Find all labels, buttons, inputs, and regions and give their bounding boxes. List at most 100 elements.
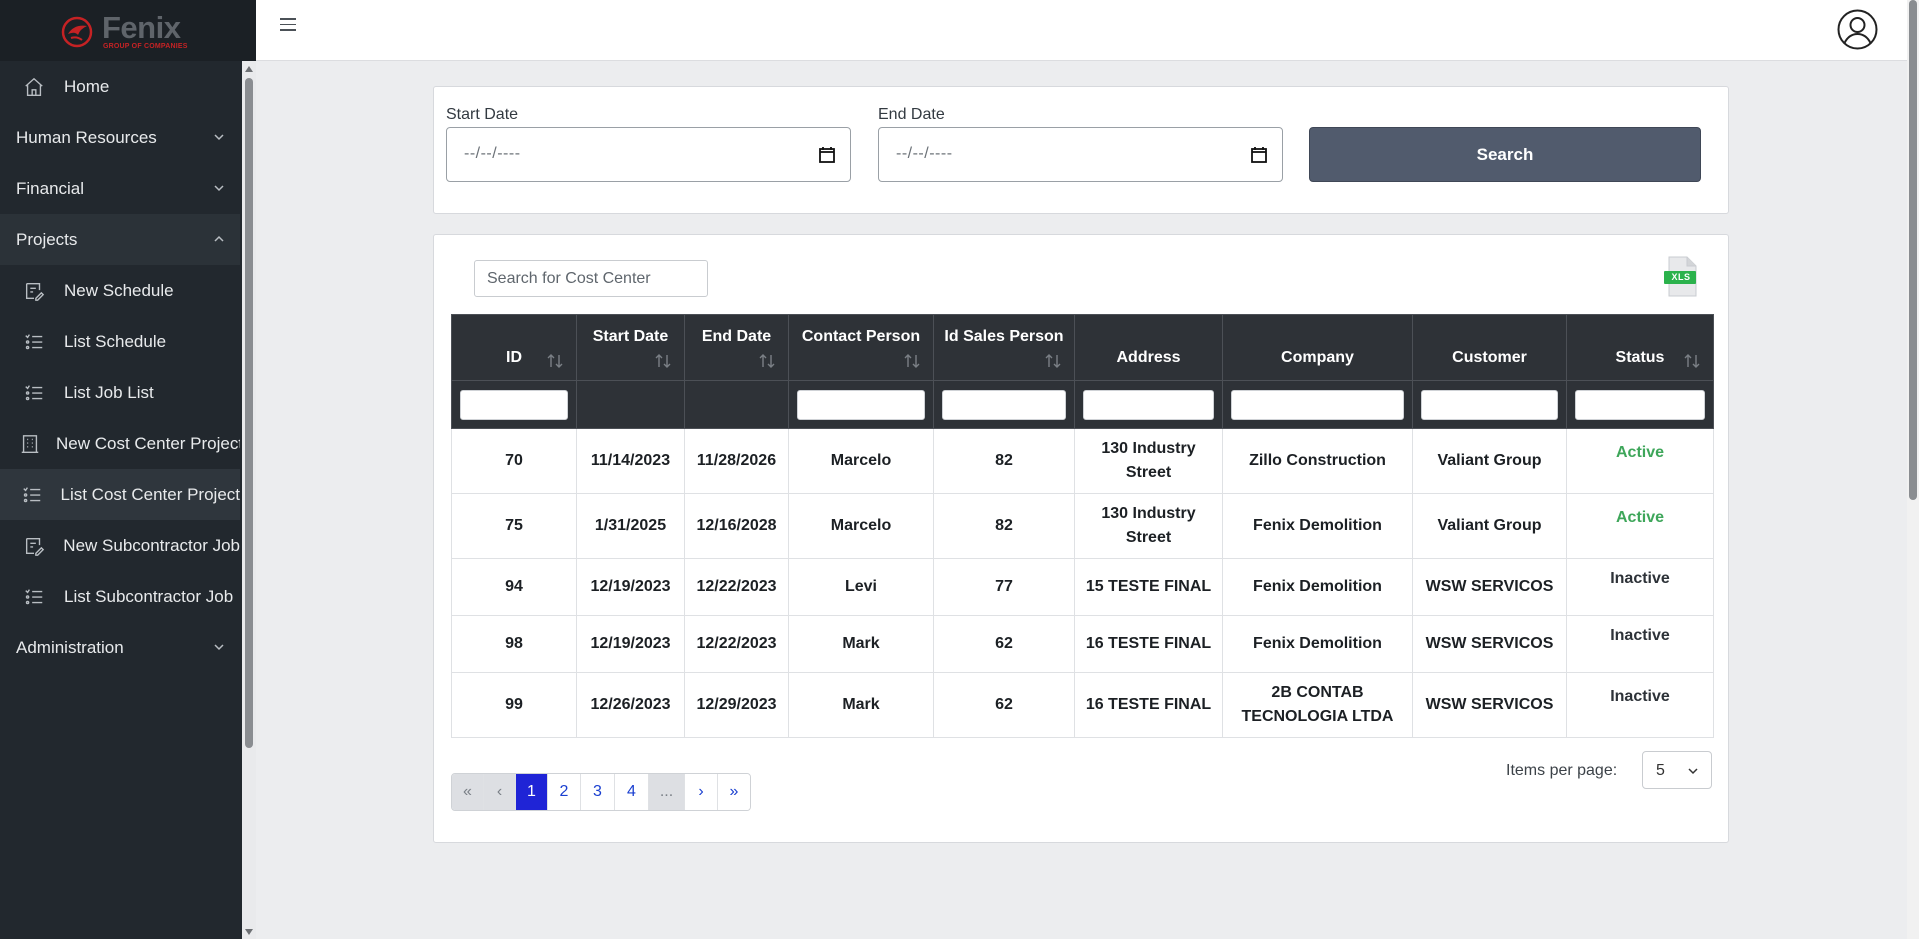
cell-end-date: 12/29/2023 <box>684 672 789 738</box>
sidebar-item-list-schedule[interactable]: List Schedule <box>0 316 240 367</box>
id-filter-input[interactable] <box>460 389 568 420</box>
table-row[interactable]: 98 12/19/2023 12/22/2023 Mark 62 16 TEST… <box>451 615 1714 673</box>
column-header-start-date[interactable]: Start Date <box>576 314 685 381</box>
xls-export-icon[interactable]: XLS <box>1663 256 1699 298</box>
list-icon <box>19 330 49 354</box>
sidebar-item-label: Financial <box>16 178 85 198</box>
page-4-button[interactable]: 4 <box>615 774 649 810</box>
user-account-icon[interactable] <box>1837 9 1878 50</box>
header-label: Contact Person <box>801 327 921 345</box>
sort-icon[interactable] <box>758 352 776 370</box>
column-header-id-sales-person[interactable]: Id Sales Person <box>933 314 1075 381</box>
cell-end-date: 12/16/2028 <box>684 493 789 559</box>
column-header-end-date[interactable]: End Date <box>684 314 789 381</box>
scroll-down-arrow-icon[interactable] <box>245 929 253 935</box>
column-header-customer[interactable]: Customer <box>1412 314 1567 381</box>
filter-cell <box>576 380 685 429</box>
status-badge: Active <box>1615 444 1665 461</box>
column-header-company[interactable]: Company <box>1222 314 1413 381</box>
sidebar-item-list-cost-center-project[interactable]: List Cost Center Project <box>0 469 240 520</box>
company-filter-input[interactable] <box>1231 389 1404 420</box>
next-page-button[interactable]: › <box>685 774 718 810</box>
sidebar-item-list-job-list[interactable]: List Job List <box>0 367 240 418</box>
sidebar-menu: Home Human Resources Financial Projects … <box>0 61 240 939</box>
last-page-button[interactable]: » <box>718 774 750 810</box>
sidebar-item-label: List Job List <box>64 382 154 402</box>
sidebar-item-financial[interactable]: Financial <box>0 163 240 214</box>
cell-company: Fenix Demolition <box>1222 558 1413 616</box>
cell-id-sales-person: 62 <box>933 672 1075 738</box>
table-row[interactable]: 75 1/31/2025 12/16/2028 Marcelo 82 130 I… <box>451 493 1714 559</box>
status-badge: Inactive <box>1610 570 1670 587</box>
header-label: ID <box>506 348 522 366</box>
contact-person-filter-input[interactable] <box>797 389 925 420</box>
cell-end-date: 12/22/2023 <box>684 558 789 616</box>
cell-customer: Valiant Group <box>1412 428 1567 494</box>
sidebar-item-label: Administration <box>16 637 124 657</box>
cell-address: 16 TESTE FINAL <box>1074 615 1223 673</box>
calendar-icon[interactable] <box>1250 146 1268 164</box>
cell-company: Fenix Demolition <box>1222 493 1413 559</box>
cell-start-date: 12/19/2023 <box>576 558 685 616</box>
status-filter-input[interactable] <box>1575 389 1705 420</box>
sidebar-scroll-thumb[interactable] <box>245 78 253 748</box>
brand-name: Fenix <box>102 9 181 45</box>
page-scrollbar[interactable] <box>1907 0 1919 939</box>
cell-address: 16 TESTE FINAL <box>1074 672 1223 738</box>
sidebar-item-projects[interactable]: Projects <box>0 214 240 265</box>
id-sales-person-filter-input[interactable] <box>942 389 1066 420</box>
search-button[interactable]: Search <box>1309 127 1701 182</box>
list-icon <box>19 381 49 405</box>
sidebar-item-new-cost-center-project[interactable]: New Cost Center Project <box>0 418 240 469</box>
header-label: End Date <box>701 327 772 345</box>
sort-icon[interactable] <box>1683 352 1701 370</box>
table-row[interactable]: 70 11/14/2023 11/28/2026 Marcelo 82 130 … <box>451 428 1714 494</box>
column-header-address[interactable]: Address <box>1074 314 1223 381</box>
chevron-down-icon <box>214 644 224 651</box>
cell-id: 70 <box>451 428 577 494</box>
list-icon <box>19 483 45 507</box>
column-header-status[interactable]: Status <box>1566 314 1714 381</box>
sidebar-item-new-schedule[interactable]: New Schedule <box>0 265 240 316</box>
cost-center-search-input[interactable]: Search for Cost Center <box>474 260 708 297</box>
sidebar-item-administration[interactable]: Administration <box>0 622 240 673</box>
header-label: Id Sales Person <box>944 327 1064 345</box>
cell-contact-person: Mark <box>788 672 934 738</box>
customer-filter-input[interactable] <box>1421 389 1558 420</box>
table-row[interactable]: 99 12/26/2023 12/29/2023 Mark 62 16 TEST… <box>451 672 1714 738</box>
page-3-button[interactable]: 3 <box>581 774 615 810</box>
sidebar-item-new-subcontractor-job[interactable]: New Subcontractor Job <box>0 520 240 571</box>
hamburger-menu-icon[interactable] <box>280 18 296 34</box>
prev-page-button[interactable]: ‹ <box>484 774 516 810</box>
sidebar-item-list-subcontractor-job[interactable]: List Subcontractor Job <box>0 571 240 622</box>
ellipsis: ... <box>649 774 685 810</box>
company-logo[interactable]: Fenix GROUP OF COMPANIES <box>58 10 198 52</box>
sort-icon[interactable] <box>903 352 921 370</box>
sort-icon[interactable] <box>546 352 564 370</box>
cell-customer: WSW SERVICOS <box>1412 615 1567 673</box>
address-filter-input[interactable] <box>1083 389 1214 420</box>
cell-contact-person: Marcelo <box>788 493 934 559</box>
header-label: Start Date <box>592 327 669 345</box>
page-1-button[interactable]: 1 <box>516 774 548 810</box>
sort-icon[interactable] <box>654 352 672 370</box>
scroll-up-arrow-icon[interactable] <box>245 66 253 72</box>
column-header-id[interactable]: ID <box>451 314 577 381</box>
sidebar-item-human-resources[interactable]: Human Resources <box>0 112 240 163</box>
sidebar-item-home[interactable]: Home <box>0 61 240 112</box>
calendar-icon[interactable] <box>818 146 836 164</box>
page-2-button[interactable]: 2 <box>548 774 581 810</box>
header-label: Status <box>1615 348 1665 366</box>
chevron-down-icon <box>214 134 224 141</box>
table-row[interactable]: 94 12/19/2023 12/22/2023 Levi 77 15 TEST… <box>451 558 1714 616</box>
start-date-input[interactable]: --/--/---- <box>446 127 851 182</box>
end-date-input[interactable]: --/--/---- <box>878 127 1283 182</box>
page-scroll-thumb[interactable] <box>1909 0 1917 500</box>
building-icon <box>19 432 41 456</box>
cell-status: Inactive <box>1566 615 1714 673</box>
column-header-contact-person[interactable]: Contact Person <box>788 314 934 381</box>
sidebar-scrollbar[interactable] <box>242 61 256 939</box>
first-page-button[interactable]: « <box>452 774 484 810</box>
items-per-page-select[interactable]: 5 <box>1642 751 1712 789</box>
sort-icon[interactable] <box>1044 352 1062 370</box>
